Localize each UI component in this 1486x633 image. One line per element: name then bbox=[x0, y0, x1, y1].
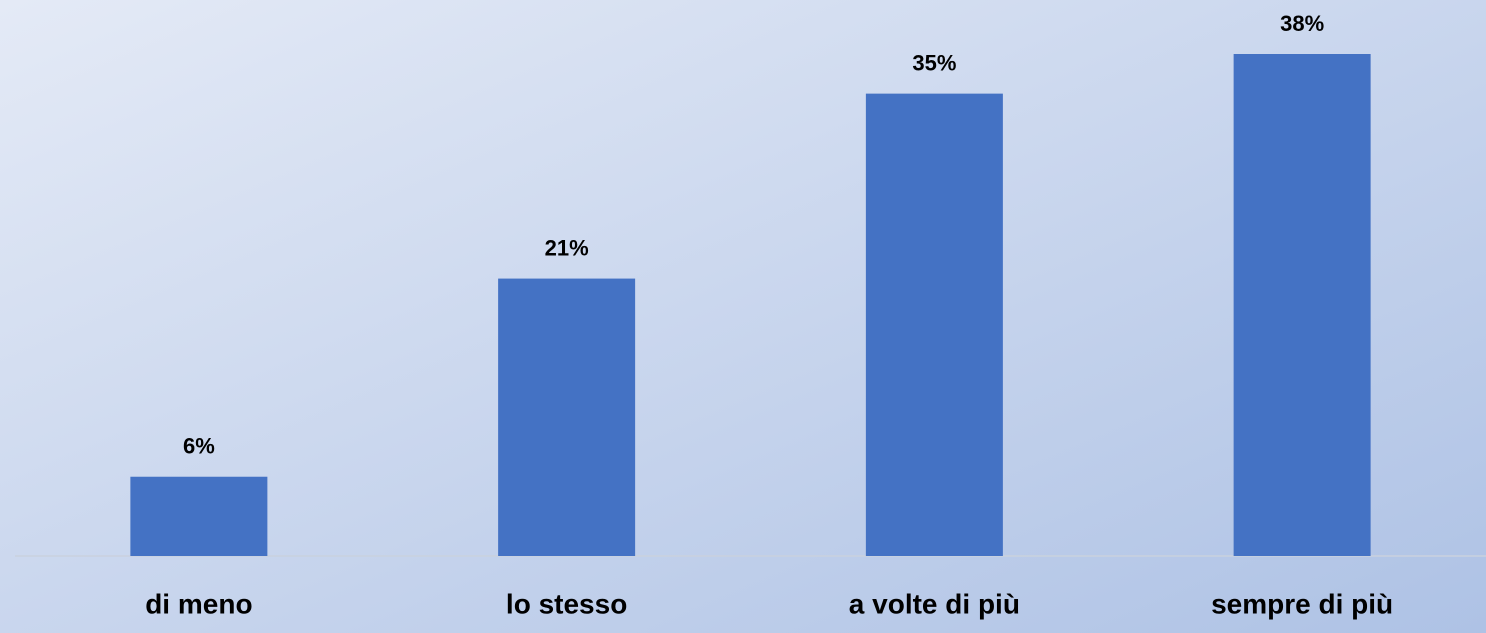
x-tick-label: sempre di più bbox=[1211, 588, 1393, 619]
value-label: 38% bbox=[1280, 11, 1324, 36]
bar bbox=[1233, 54, 1371, 556]
bar bbox=[865, 93, 1003, 556]
value-label: 6% bbox=[183, 434, 215, 459]
x-tick-label: a volte di più bbox=[849, 588, 1020, 619]
value-label: 35% bbox=[912, 50, 956, 75]
bar bbox=[498, 278, 636, 556]
bar bbox=[130, 476, 268, 556]
value-label: 21% bbox=[545, 235, 589, 260]
x-tick-label: di meno bbox=[145, 588, 252, 619]
x-tick-label: lo stesso bbox=[506, 588, 627, 619]
